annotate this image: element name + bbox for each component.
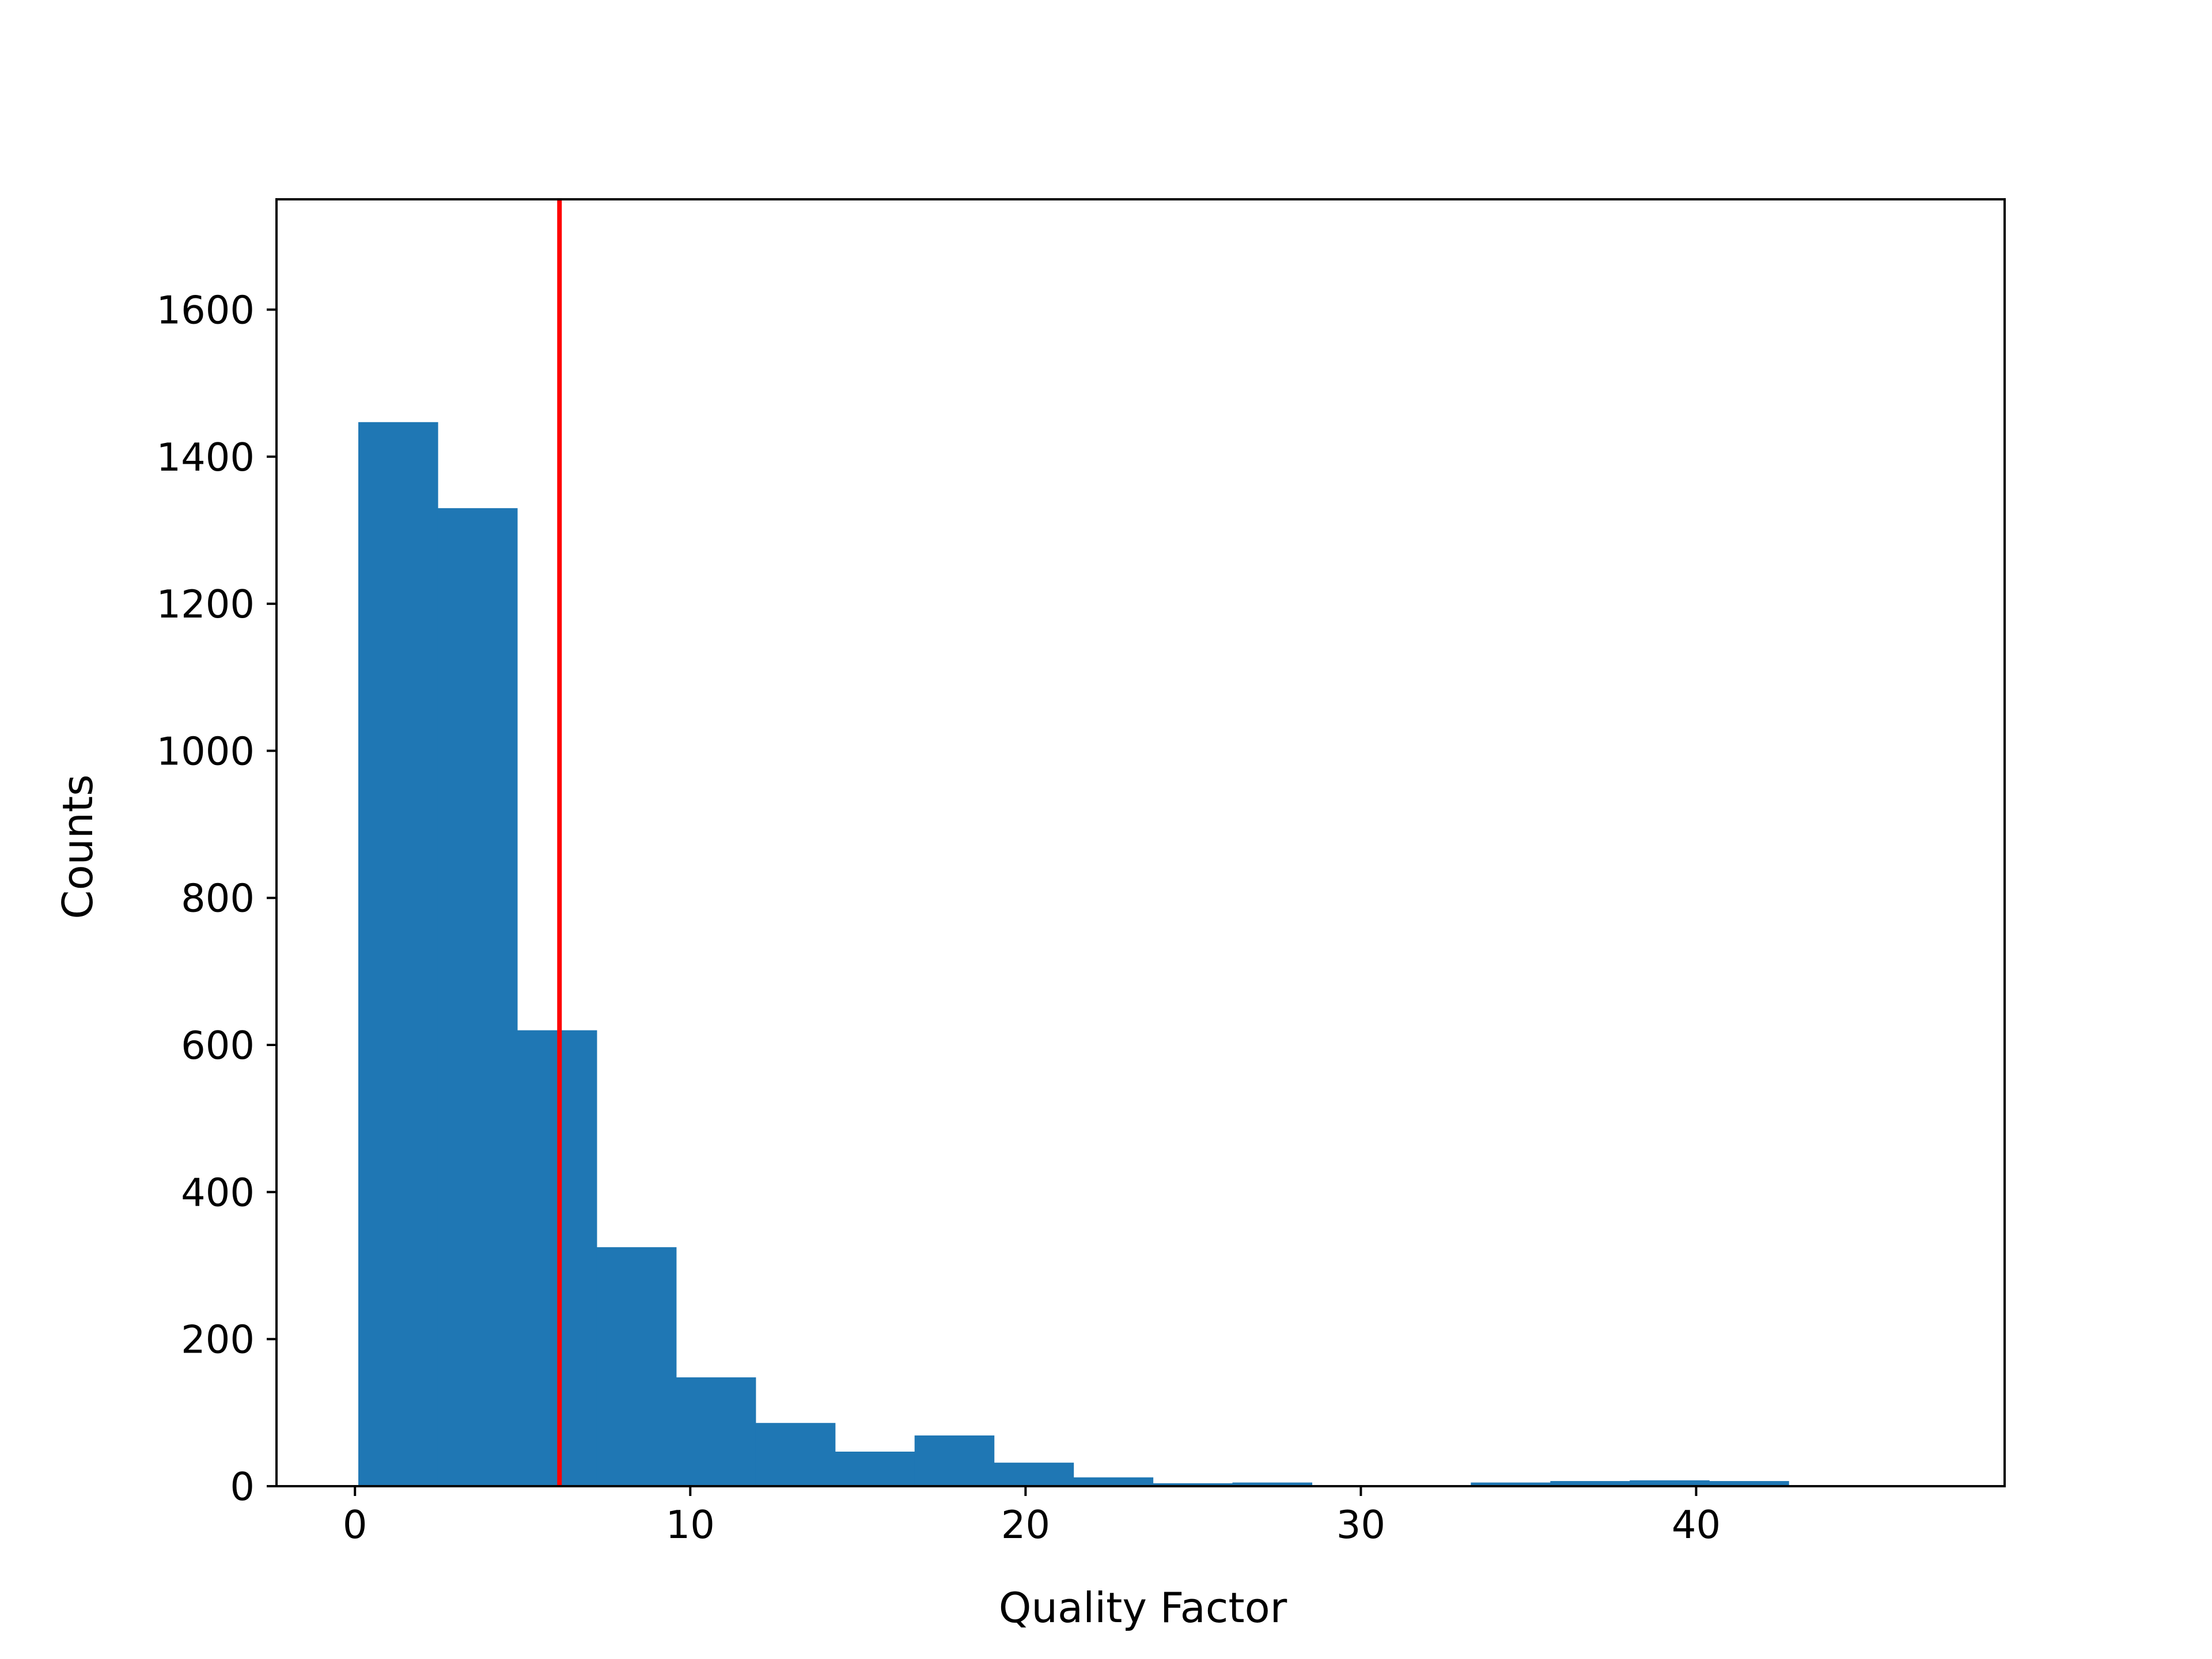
y-tick-label: 1200: [156, 582, 255, 627]
histogram-bar: [1630, 1480, 1710, 1486]
y-tick-label: 1000: [156, 729, 255, 774]
histogram-bar: [437, 508, 518, 1487]
histogram-bar: [1550, 1481, 1630, 1486]
histogram-bar: [755, 1423, 836, 1486]
y-tick-label: 800: [181, 876, 255, 921]
histogram-bar: [517, 1030, 597, 1486]
histogram-bar: [676, 1377, 756, 1486]
histogram-bar: [1153, 1483, 1233, 1486]
x-tick-label: 40: [1672, 1502, 1721, 1547]
y-tick-label: 1400: [156, 435, 255, 480]
y-axis-ticks: 0 200 400 600 800 1000 1200 1400 1600: [156, 287, 276, 1509]
y-tick-label: 400: [181, 1170, 255, 1215]
y-tick-label: 600: [181, 1023, 255, 1068]
histogram-bar: [1471, 1482, 1551, 1486]
x-tick-label: 10: [666, 1502, 715, 1547]
histogram-bar: [835, 1452, 915, 1486]
histogram-bar: [358, 422, 438, 1486]
y-tick-label: 0: [230, 1464, 255, 1509]
y-axis-label: Counts: [54, 774, 102, 919]
histogram-bar: [1232, 1482, 1313, 1486]
histogram-bar: [994, 1463, 1074, 1486]
x-axis-label: Quality Factor: [999, 1584, 1287, 1632]
histogram-bar: [914, 1435, 995, 1486]
y-tick-label: 1600: [156, 287, 255, 332]
x-tick-label: 20: [1001, 1502, 1050, 1547]
y-tick-label: 200: [181, 1317, 255, 1362]
histogram-bars: [358, 422, 1789, 1487]
x-tick-label: 0: [343, 1502, 368, 1547]
histogram-bar: [1709, 1481, 1789, 1486]
x-tick-label: 30: [1336, 1502, 1385, 1547]
histogram-bar: [1073, 1477, 1154, 1486]
x-axis-ticks: 0 10 20 30 40: [343, 1486, 1721, 1547]
plot-area-frame: [275, 198, 2006, 1487]
histogram-bar: [596, 1247, 677, 1486]
